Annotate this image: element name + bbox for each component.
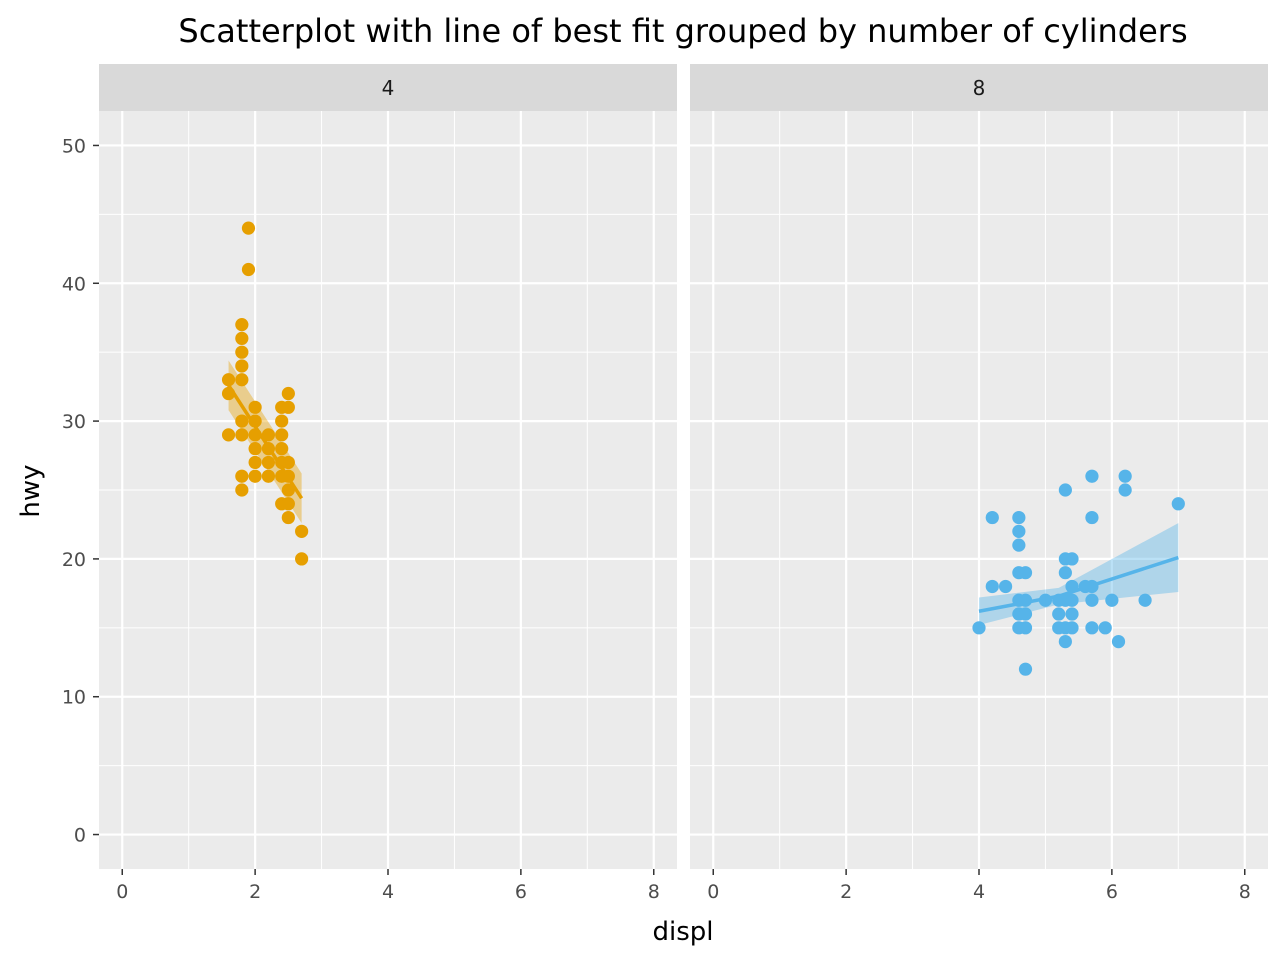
data-point <box>241 221 256 235</box>
facet-strip <box>99 64 677 111</box>
data-point <box>261 469 276 483</box>
data-point <box>275 428 289 442</box>
data-point <box>1058 483 1072 497</box>
facet-strip-label: 4 <box>382 76 395 100</box>
x-tick-label: 2 <box>249 881 261 903</box>
data-point <box>275 442 289 456</box>
data-point <box>221 373 236 387</box>
y-tick-label: 20 <box>62 549 86 571</box>
x-tick-label: 8 <box>1239 881 1251 903</box>
facet-panel-8: 8 0 2 4 6 8 <box>690 64 1268 903</box>
y-tick-label: 30 <box>62 411 86 433</box>
data-point <box>275 414 289 428</box>
data-point <box>1018 621 1033 635</box>
data-point <box>248 455 262 470</box>
data-point <box>1012 510 1026 525</box>
data-point <box>1085 593 1099 607</box>
data-point <box>241 262 256 277</box>
data-point <box>235 345 249 359</box>
data-point <box>235 428 249 442</box>
data-point <box>281 497 295 511</box>
x-axis-title: displ <box>652 917 713 947</box>
y-tick-label: 0 <box>74 825 86 847</box>
data-point <box>1065 607 1079 621</box>
data-point <box>281 510 295 525</box>
data-point <box>235 318 249 332</box>
y-axis-title: hwy <box>16 464 46 517</box>
data-point <box>261 455 276 470</box>
chart-title: Scatterplot with line of best fit groupe… <box>178 12 1187 50</box>
data-point <box>281 483 295 497</box>
data-point <box>281 400 295 414</box>
y-tick-label: 40 <box>62 273 86 295</box>
data-point <box>1065 552 1079 566</box>
data-point <box>1105 593 1119 607</box>
fit-line <box>978 555 1179 613</box>
facet-strip <box>690 64 1268 111</box>
panels: 4 0 2 4 6 8 8 0 2 4 6 8 <box>99 64 1268 903</box>
data-point <box>1118 483 1132 497</box>
data-point <box>1098 621 1112 635</box>
data-point <box>1058 635 1072 649</box>
data-point <box>1065 593 1079 607</box>
data-point <box>1018 566 1033 580</box>
data-point <box>998 579 1013 594</box>
data-point <box>972 621 986 635</box>
facet-panel-4: 4 0 2 4 6 8 <box>99 64 677 903</box>
x-tick-label: 8 <box>648 881 660 903</box>
data-point <box>235 331 249 345</box>
data-point <box>1085 469 1099 483</box>
fit-line <box>227 384 304 500</box>
x-tick-label: 4 <box>973 881 985 903</box>
data-point <box>281 386 295 401</box>
data-point <box>985 510 999 525</box>
data-point <box>1018 607 1033 621</box>
data-point <box>235 359 249 373</box>
data-point <box>235 414 249 428</box>
data-point <box>281 455 295 470</box>
data-point <box>1052 607 1066 621</box>
data-point <box>1012 524 1026 538</box>
data-point <box>1012 538 1026 552</box>
data-point <box>1065 621 1079 635</box>
facet-strip-label: 8 <box>973 76 986 100</box>
data-point <box>295 524 309 538</box>
data-point <box>221 428 236 442</box>
data-point <box>1018 662 1033 676</box>
y-tick-label: 10 <box>62 687 86 709</box>
x-tick-label: 6 <box>1106 881 1118 903</box>
data-point <box>1111 635 1126 649</box>
data-point <box>985 579 999 594</box>
x-tick-label: 2 <box>840 881 852 903</box>
x-tick-label: 4 <box>382 881 394 903</box>
data-point <box>248 442 262 456</box>
data-point <box>1085 621 1099 635</box>
x-tick-label: 6 <box>515 881 527 903</box>
data-point <box>235 469 249 483</box>
x-tick-label: 0 <box>707 881 719 903</box>
data-point <box>248 469 262 483</box>
data-point <box>1085 510 1099 525</box>
data-point <box>235 483 249 497</box>
y-tick-label: 50 <box>62 135 86 157</box>
data-point <box>235 373 249 387</box>
x-tick-label: 0 <box>116 881 128 903</box>
data-point <box>248 400 262 414</box>
data-point <box>295 552 309 566</box>
data-point <box>1058 566 1072 580</box>
data-point <box>1138 593 1152 607</box>
data-point <box>261 428 276 442</box>
data-point <box>1118 469 1132 483</box>
data-point <box>1171 497 1185 511</box>
y-axis: 0 10 20 30 40 50 <box>62 135 99 847</box>
